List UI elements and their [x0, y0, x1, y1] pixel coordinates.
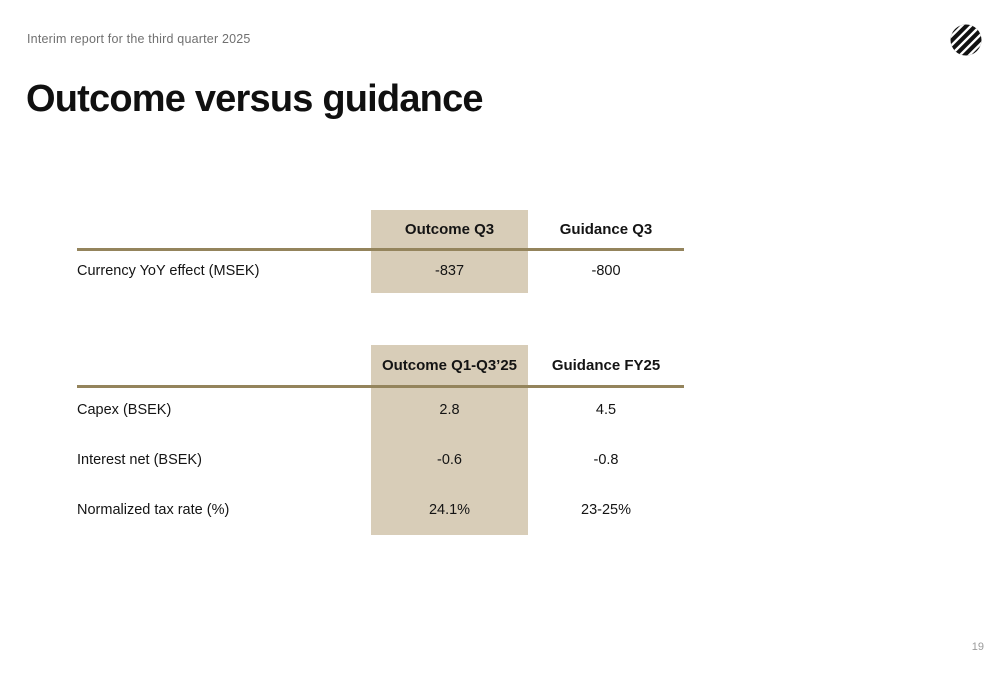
- cell-outcome-value: 2.8: [371, 385, 528, 435]
- column-header-guidance-fy25: Guidance FY25: [551, 356, 661, 374]
- table-row: Interest net (BSEK) -0.6 -0.8: [77, 435, 684, 485]
- table-row: Currency YoY effect (MSEK) -837 -800: [77, 248, 684, 293]
- header-spacer: [77, 345, 371, 385]
- table-fy25: Outcome Q1-Q3’25 Guidance FY25 Capex (BS…: [77, 345, 684, 535]
- report-subtitle: Interim report for the third quarter 202…: [27, 32, 251, 46]
- table-row: Normalized tax rate (%) 24.1% 23-25%: [77, 485, 684, 535]
- cell-guidance-value: 23-25%: [581, 502, 631, 518]
- column-header-outcome-q3: Outcome Q3: [371, 210, 528, 248]
- table-q3: Outcome Q3 Guidance Q3 Currency YoY effe…: [77, 210, 684, 293]
- cell-outcome-value: -837: [371, 248, 528, 293]
- striped-ball-logo: [948, 22, 984, 58]
- row-label-capex: Capex (BSEK): [77, 402, 172, 418]
- row-label-interest-net: Interest net (BSEK): [77, 452, 202, 468]
- row-label-normalized-tax-rate: Normalized tax rate (%): [77, 502, 230, 518]
- cell-guidance-value: 4.5: [595, 402, 617, 418]
- column-header-guidance-q3: Guidance Q3: [559, 220, 653, 238]
- table-rule: [77, 248, 684, 251]
- column-header-outcome-ytd: Outcome Q1-Q3’25: [371, 345, 528, 385]
- cell-guidance-value: -800: [591, 262, 621, 279]
- header-spacer: [77, 210, 371, 248]
- table-header-row: Outcome Q3 Guidance Q3: [77, 210, 684, 248]
- cell-outcome-value: -0.6: [371, 435, 528, 485]
- table-rule: [77, 385, 684, 388]
- cell-outcome-value: 24.1%: [371, 485, 528, 535]
- page-number: 19: [971, 641, 984, 653]
- row-label-currency-yoy: Currency YoY effect (MSEK): [77, 262, 260, 279]
- table-header-row: Outcome Q1-Q3’25 Guidance FY25: [77, 345, 684, 385]
- page-title: Outcome versus guidance: [26, 78, 484, 120]
- table-row: Capex (BSEK) 2.8 4.5: [77, 385, 684, 435]
- cell-guidance-value: -0.8: [593, 452, 619, 468]
